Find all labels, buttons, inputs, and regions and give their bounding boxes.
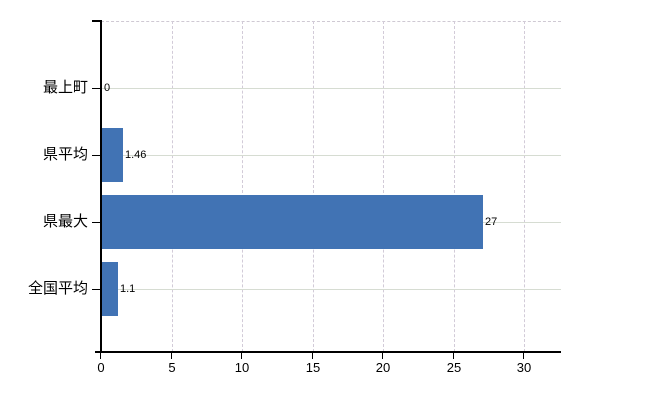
category-label-1: 最上町 [42,79,88,96]
category-label-4: 全国平均 [27,280,88,297]
y-tick [92,155,100,156]
vertical-gridline [524,21,525,352]
value-label-4: 1.1 [120,283,136,295]
x-tick-label: 0 [97,360,105,375]
x-tick [382,353,383,359]
x-tick [100,353,101,359]
category-label-2: 県平均 [42,146,88,163]
vertical-gridline [313,21,314,352]
y-axis-line [100,20,102,353]
value-label-2: 1.46 [125,149,147,161]
bar-県平均 [102,128,123,182]
x-tick-label: 5 [168,360,176,375]
x-tick [241,353,242,359]
y-tick [92,289,100,290]
vertical-gridline [242,21,243,352]
vertical-gridline [454,21,455,352]
x-tick-label: 15 [305,360,321,375]
bar-全国平均 [102,262,118,316]
vertical-gridline [172,21,173,352]
category-label-3: 県最大 [42,213,88,230]
x-tick [312,353,313,359]
y-tick [92,222,100,223]
horizontal-gridline [102,155,561,156]
y-axis-top-tick [92,20,100,22]
plot-top-border [101,21,561,22]
x-tick-label: 10 [234,360,250,375]
horizontal-gridline [102,88,561,89]
x-tick [171,353,172,359]
vertical-gridline [383,21,384,352]
x-tick-label: 30 [516,360,532,375]
y-tick [92,88,100,89]
bar-県最大 [102,195,483,249]
x-tick-label: 20 [375,360,391,375]
value-label-1: 0 [104,82,111,94]
x-tick [453,353,454,359]
x-tick-label: 25 [446,360,462,375]
x-axis-line [95,351,561,353]
horizontal-gridline [102,289,561,290]
value-label-3: 27 [485,216,498,228]
x-tick [523,353,524,359]
